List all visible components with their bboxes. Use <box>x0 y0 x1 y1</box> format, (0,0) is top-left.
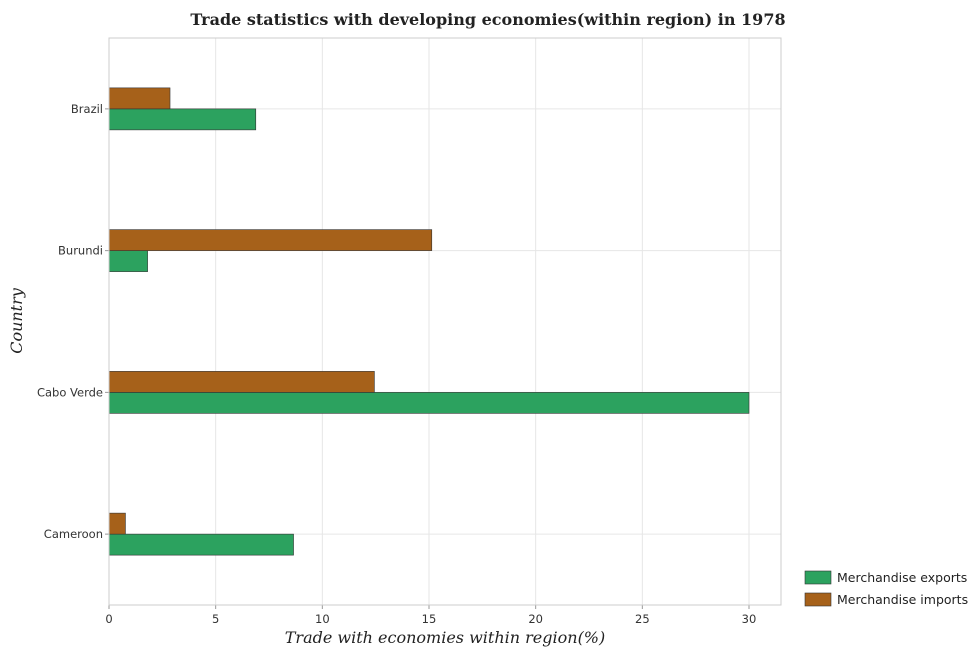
bar-imports <box>108 512 126 535</box>
legend-label: Merchandise imports <box>837 592 968 607</box>
y-tick-label: Cameroon <box>44 527 103 541</box>
x-tick-label: 15 <box>422 612 437 626</box>
x-tick-label: 30 <box>742 612 757 626</box>
x-tick-label: 0 <box>105 612 112 626</box>
y-tick-label: Cabo Verde <box>37 385 103 399</box>
bar-imports <box>108 229 433 251</box>
y-tick-label: Brazil <box>71 102 103 116</box>
bar-exports <box>108 250 148 272</box>
bar-imports <box>108 87 171 110</box>
y-axis-ticks: Brazil Burundi Cabo Verde Cameroon <box>37 102 109 541</box>
x-tick-label: 20 <box>528 612 543 626</box>
legend-swatch <box>804 592 832 607</box>
y-axis-label: Country <box>7 287 26 354</box>
bars <box>108 87 750 556</box>
bar-exports <box>108 533 294 556</box>
x-tick-label: 25 <box>635 612 650 626</box>
x-tick-label: 10 <box>315 612 330 626</box>
bar-exports <box>108 392 750 414</box>
bar-imports <box>108 371 375 393</box>
x-axis-label: Trade with economies within region(%) <box>285 628 606 647</box>
y-tick-label: Burundi <box>58 244 103 258</box>
bar-exports <box>108 108 257 131</box>
legend-swatch <box>804 570 832 585</box>
legend-label: Merchandise exports <box>837 570 967 585</box>
legend: Merchandise exports Merchandise imports <box>804 570 968 607</box>
x-tick-label: 5 <box>212 612 219 626</box>
plot-area-border <box>108 37 782 606</box>
chart-title: Trade statistics with developing economi… <box>190 10 785 29</box>
x-axis-ticks: 0 5 10 15 20 25 30 <box>105 605 756 626</box>
